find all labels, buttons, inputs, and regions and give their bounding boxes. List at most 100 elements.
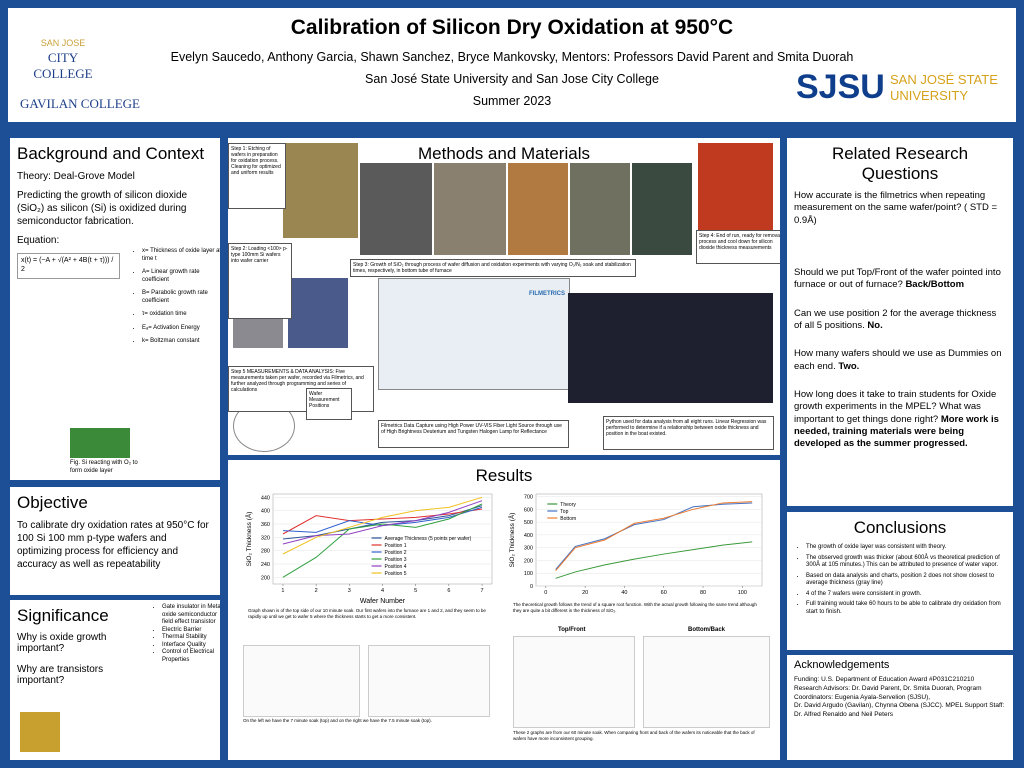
label: FILMETRICS <box>529 291 565 297</box>
heading: Objective <box>17 493 88 512</box>
item: Thermal Stability <box>162 634 220 642</box>
lines: Funding: U.S. Department of Education Aw… <box>794 676 1006 720</box>
heading: Significance <box>17 606 109 625</box>
caption: Graph shown is of the top side of our 10… <box>248 608 486 619</box>
y-tick-label: 300 <box>524 546 533 552</box>
header: SAN JOSE CITY COLLEGE GAVILAN COLLEGE Ca… <box>8 8 1016 122</box>
legend-label: Position 5 <box>385 571 407 577</box>
logo: SJSU <box>796 68 885 106</box>
equation: x(t) = (−A + √(A² + 4B(t + τ))) / 2 <box>17 253 120 279</box>
photo <box>632 163 692 255</box>
y-tick-label: 500 <box>524 520 533 526</box>
notes: Gate insulator in Metal oxide semiconduc… <box>150 604 220 664</box>
ack-panel: Acknowledgements Funding: U.S. Departmen… <box>787 655 1013 760</box>
question-text: Can we use position 2 for the average th… <box>794 307 997 332</box>
text: To calibrate dry oxidation rates at 950°… <box>17 520 209 570</box>
item: The observed growth was thicker (about 6… <box>806 555 1006 570</box>
item: Interface Quality <box>162 642 220 650</box>
y-tick-label: 0 <box>530 584 533 590</box>
screenshot: FILMETRICS <box>378 278 570 390</box>
item: Funding: U.S. Department of Education Aw… <box>794 676 975 683</box>
item: B= Parabolic growth rate coefficient <box>142 290 220 305</box>
questions: Why is oxide growth important? Why are tr… <box>17 632 142 686</box>
text: Predicting the growth of silicon dioxide… <box>17 190 188 227</box>
y-tick-label: 320 <box>261 535 270 541</box>
y-tick-label: 600 <box>524 507 533 513</box>
y-tick-label: 360 <box>261 522 270 528</box>
legend-label: Position 4 <box>385 564 407 570</box>
photo <box>360 163 432 255</box>
step-caption: Python used for data analysis from all e… <box>603 416 774 450</box>
x-tick-label: 1 <box>281 588 284 594</box>
x-axis-label: Wafer Number <box>360 598 406 605</box>
item: The growth of oxide layer was consistent… <box>806 544 1006 552</box>
x-tick-label: 3 <box>348 588 351 594</box>
y-axis-label: SiO₂ Thickness (Å) <box>244 512 253 567</box>
objective-panel: Objective To calibrate dry oxidation rat… <box>10 487 220 595</box>
heading: Results <box>475 466 533 485</box>
step-caption: Wafer Measurement Positions <box>306 388 352 420</box>
text: Equation: <box>17 235 60 246</box>
y-tick-label: 400 <box>261 509 270 515</box>
item: A= Linear growth rate coefficient <box>142 269 220 284</box>
x-tick-label: 6 <box>447 588 450 594</box>
item: Based on data analysis and charts, posit… <box>806 573 1006 588</box>
item: Dr. David Argudo (Gavilan), Chynna Obena… <box>794 702 1005 719</box>
y-tick-label: 200 <box>524 558 533 564</box>
series-line <box>282 500 483 545</box>
item: Why are transistors important? <box>17 664 104 686</box>
question: Can we use position 2 for the average th… <box>794 308 1006 333</box>
item: Eₐ= Activation Energy <box>142 325 220 333</box>
question-text: Should we put Top/Front of the wafer poi… <box>794 267 1001 291</box>
y-tick-label: 440 <box>261 495 270 501</box>
legend-label: Top <box>560 509 568 515</box>
step-caption: Step 3: Growth of SiO₂ through process o… <box>350 259 636 277</box>
question-text: How long does it take to train students … <box>794 389 997 425</box>
caption: The theoretical growth follows the trend… <box>513 602 757 613</box>
small-chart <box>368 645 490 717</box>
series-line <box>282 508 483 535</box>
x-tick-label: 40 <box>621 590 627 596</box>
question: How long does it take to train students … <box>794 389 1006 451</box>
answer: Two. <box>838 360 860 372</box>
question: How many wafers should we use as Dummies… <box>794 348 1006 373</box>
figure <box>70 428 130 458</box>
x-tick-label: 4 <box>381 588 384 594</box>
significance-panel: Significance Why is oxide growth importa… <box>10 600 220 760</box>
logo: SAN JOSE <box>40 38 86 48</box>
questions: How accurate is the filmetrics when repe… <box>794 190 1006 451</box>
regression-chart <box>643 636 770 728</box>
chart-title: Bottom/Back <box>688 627 726 633</box>
where-list: x= Thickness of oxide layer at time t A= … <box>130 248 220 352</box>
legend-label: Position 1 <box>385 543 407 549</box>
x-tick-label: 7 <box>481 588 484 594</box>
step-caption: Step 1: Etching of wafers in preparation… <box>228 143 286 209</box>
photo <box>288 278 348 348</box>
legend-label: Position 3 <box>385 557 407 563</box>
chart-title: Top/Front <box>558 627 586 633</box>
answer: Back/Bottom <box>905 279 965 291</box>
heading: Methods and Materials <box>418 144 590 163</box>
heading: Background and Context <box>17 144 205 163</box>
legend-label: Average Thickness (5 points per wafer) <box>385 536 472 542</box>
regression-chart <box>513 636 635 728</box>
related-panel: Related Research Questions How accurate … <box>787 138 1013 506</box>
text: Theory: Deal-Grove Model <box>17 171 135 182</box>
chart: 200 240 280 320 360 400 440 1 2 3 4 5 6 7 Wafer Number… <box>244 493 493 605</box>
x-tick-label: 5 <box>414 588 417 594</box>
series-line <box>282 496 483 555</box>
caption: On the left we have the 7 minute soak (t… <box>243 718 432 723</box>
photo <box>570 163 630 255</box>
question-text: How accurate is the filmetrics when repe… <box>794 190 998 226</box>
x-tick-label: 100 <box>738 590 747 596</box>
heading: Related Research Questions <box>831 144 969 183</box>
photo <box>20 712 60 752</box>
y-tick-label: 280 <box>261 549 270 555</box>
item: x= Thickness of oxide layer at time t <box>142 248 220 263</box>
question: Should we put Top/Front of the wafer poi… <box>794 267 1006 292</box>
item: 4 of the 7 wafers were consistent in gro… <box>806 591 1006 599</box>
x-tick-label: 80 <box>700 590 706 596</box>
legend-label: Theory <box>560 502 576 508</box>
y-tick-label: 200 <box>261 575 270 581</box>
